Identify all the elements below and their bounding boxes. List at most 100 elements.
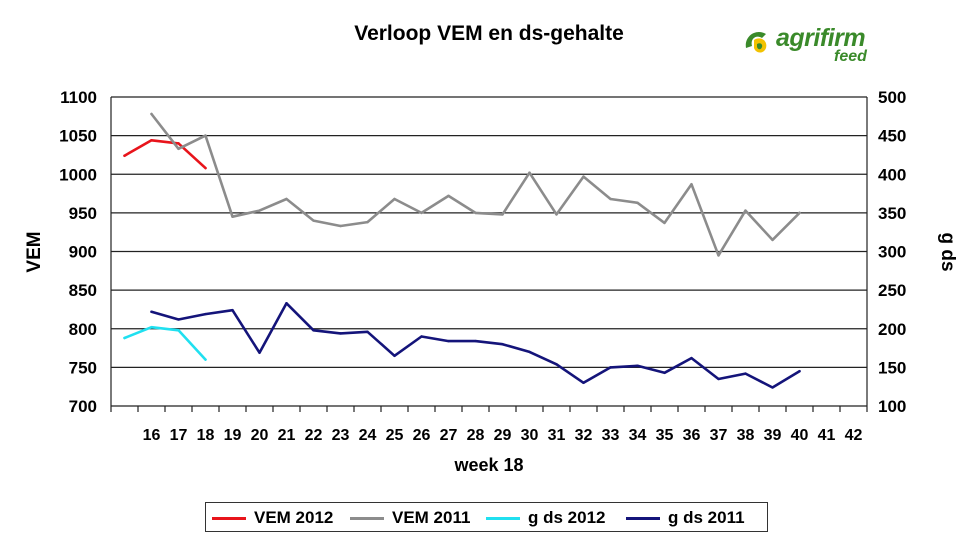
data-point bbox=[285, 302, 288, 305]
data-point bbox=[663, 371, 666, 374]
data-point bbox=[393, 354, 396, 357]
legend-swatch bbox=[626, 517, 660, 520]
data-point bbox=[744, 209, 747, 212]
x-axis-label: week 18 bbox=[453, 455, 523, 475]
data-point bbox=[771, 386, 774, 389]
x-tick-label: 29 bbox=[494, 427, 512, 444]
data-point bbox=[528, 171, 531, 174]
legend-swatch bbox=[486, 517, 520, 520]
data-point bbox=[204, 312, 207, 316]
data-point bbox=[501, 343, 504, 346]
data-point bbox=[798, 211, 801, 215]
y2-tick-label: 500 bbox=[878, 88, 906, 107]
data-point bbox=[177, 318, 180, 321]
x-tick-label: 26 bbox=[413, 427, 431, 444]
data-point bbox=[366, 220, 369, 224]
data-point bbox=[339, 224, 342, 228]
data-point bbox=[447, 194, 450, 198]
x-tick-label: 35 bbox=[656, 427, 674, 444]
x-tick-label: 32 bbox=[575, 427, 593, 444]
data-point bbox=[204, 134, 207, 137]
x-tick-label: 30 bbox=[521, 427, 539, 444]
legend-label: VEM 2011 bbox=[392, 508, 471, 527]
y-tick-label: 750 bbox=[69, 358, 97, 377]
y-tick-label: 1050 bbox=[59, 127, 97, 146]
data-point bbox=[258, 351, 261, 354]
data-point bbox=[474, 339, 477, 343]
data-point bbox=[258, 209, 261, 212]
x-tick-label: 28 bbox=[467, 427, 485, 444]
data-point bbox=[717, 377, 720, 381]
data-point bbox=[150, 139, 153, 142]
data-point bbox=[744, 372, 747, 375]
x-tick-label: 19 bbox=[224, 427, 242, 444]
data-point bbox=[312, 329, 315, 332]
chart-legend: VEM 2012 VEM 2011 g ds 2012 g ds 2011 bbox=[205, 502, 768, 532]
y2-axis-label: g ds bbox=[937, 232, 958, 271]
x-tick-label: 33 bbox=[602, 427, 620, 444]
data-point bbox=[501, 213, 504, 216]
data-point bbox=[177, 142, 180, 145]
data-point bbox=[690, 356, 693, 360]
data-point bbox=[150, 310, 153, 313]
y-tick-label: 1000 bbox=[59, 165, 97, 184]
legend-label: VEM 2012 bbox=[254, 508, 334, 527]
data-point bbox=[582, 175, 585, 178]
data-point bbox=[771, 238, 774, 242]
x-tick-label: 27 bbox=[440, 427, 458, 444]
x-tick-label: 23 bbox=[332, 427, 350, 444]
data-point bbox=[420, 211, 423, 215]
agrifirm-logo: agrifirm feed bbox=[742, 22, 872, 67]
x-tick-label: 31 bbox=[548, 427, 566, 444]
x-tick-label: 16 bbox=[143, 427, 161, 444]
x-tick-label: 38 bbox=[737, 427, 755, 444]
data-point bbox=[555, 363, 558, 366]
data-point bbox=[690, 183, 693, 186]
chart-title: Verloop VEM en ds-gehalte bbox=[354, 22, 624, 45]
legend-swatch bbox=[212, 517, 246, 520]
y2-tick-label: 300 bbox=[878, 243, 906, 262]
y2-tick-label: 150 bbox=[878, 358, 906, 377]
logo-wordmark: agrifirm bbox=[776, 24, 866, 52]
data-point bbox=[204, 358, 207, 361]
data-point bbox=[447, 339, 450, 343]
data-point bbox=[285, 197, 288, 201]
legend-label: g ds 2011 bbox=[668, 508, 745, 527]
y-tick-label: 900 bbox=[69, 243, 97, 262]
x-tick-label: 40 bbox=[791, 427, 809, 444]
y-tick-label: 700 bbox=[69, 397, 97, 416]
y-tick-label: 850 bbox=[69, 281, 97, 300]
data-point bbox=[204, 166, 207, 170]
data-point bbox=[582, 381, 585, 385]
x-tick-label: 20 bbox=[251, 427, 269, 444]
x-tick-label: 25 bbox=[386, 427, 404, 444]
data-point bbox=[555, 213, 558, 216]
data-point bbox=[123, 336, 126, 340]
series-line-vem-2012 bbox=[123, 139, 207, 170]
y2-tick-label: 250 bbox=[878, 281, 906, 300]
data-point bbox=[366, 330, 369, 334]
y2-tick-label: 200 bbox=[878, 320, 906, 339]
chart-plot: 700 750 800 850 900 950 1000 1050 1100 100 150 200 2… bbox=[24, 88, 958, 475]
data-point bbox=[339, 332, 342, 335]
y-axis-label: VEM bbox=[24, 231, 45, 272]
x-tick-label: 22 bbox=[305, 427, 323, 444]
data-point bbox=[474, 211, 477, 215]
data-point bbox=[663, 221, 666, 225]
y2-tick-label: 450 bbox=[878, 127, 906, 146]
data-point bbox=[393, 197, 396, 201]
logo-subtitle: feed bbox=[834, 48, 867, 65]
data-point bbox=[231, 215, 234, 218]
y2-tick-label: 400 bbox=[878, 165, 906, 184]
data-point bbox=[717, 254, 720, 257]
data-point bbox=[123, 154, 126, 157]
series-line-g-ds-2012 bbox=[123, 325, 207, 361]
data-point bbox=[636, 364, 639, 368]
y2-tick-label: 350 bbox=[878, 204, 906, 223]
legend-label: g ds 2012 bbox=[528, 508, 606, 527]
x-tick-label: 17 bbox=[170, 427, 188, 444]
data-point bbox=[312, 219, 315, 222]
data-point bbox=[420, 335, 423, 338]
data-point bbox=[150, 112, 153, 116]
data-point bbox=[636, 201, 639, 205]
